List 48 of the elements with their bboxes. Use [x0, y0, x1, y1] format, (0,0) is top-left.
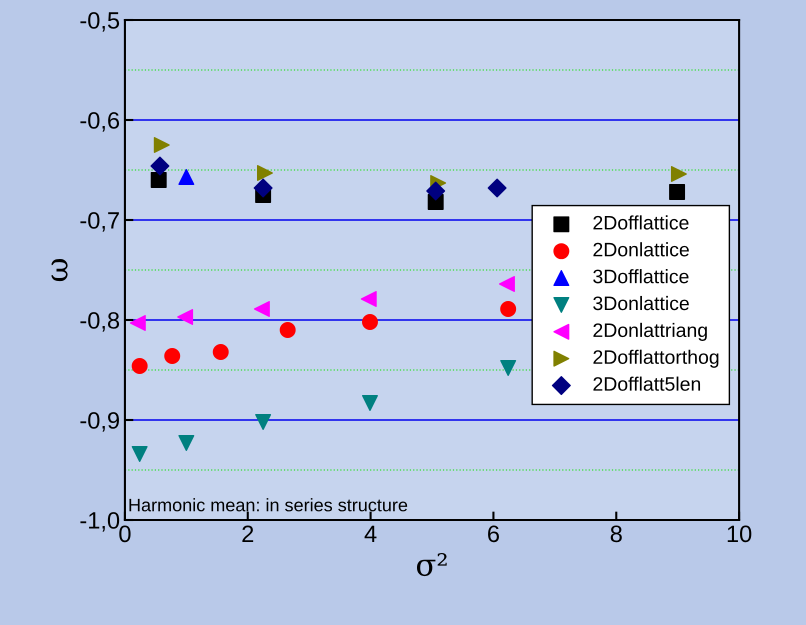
point — [500, 301, 516, 317]
point — [360, 291, 377, 307]
point — [362, 314, 378, 330]
point — [500, 360, 516, 376]
legend-label: 2Donlattriang — [593, 322, 707, 341]
point — [150, 156, 170, 176]
point — [254, 301, 270, 317]
y-axis-title: ω — [52, 259, 68, 282]
x-tick-label: 4 — [364, 526, 376, 542]
point — [280, 322, 296, 338]
legend-label: 3Donlattice — [593, 296, 689, 310]
point — [488, 178, 507, 198]
y-tick-label: -0,8 — [80, 312, 120, 332]
x-tick-label: 10 — [728, 525, 752, 542]
point — [256, 165, 273, 181]
point — [362, 395, 378, 411]
y-tick-label: -0,5 — [80, 12, 120, 32]
point — [130, 315, 146, 331]
x-tick-label: 6 — [488, 525, 499, 542]
y-tick-label: -0,9 — [80, 412, 119, 432]
point — [255, 414, 272, 430]
x-tick-label: 8 — [610, 525, 622, 542]
point — [669, 184, 686, 200]
legend-label: 2Dofflattice — [593, 215, 689, 230]
x-axis-title: σ² — [416, 552, 447, 576]
legend-label: 3Dofflattice — [593, 269, 689, 284]
annotation: Harmonic mean: in series structure — [129, 498, 408, 512]
y-tick-label: -0,6 — [80, 112, 120, 132]
point — [177, 309, 194, 325]
point — [164, 348, 180, 364]
point — [178, 435, 194, 451]
point — [670, 166, 687, 182]
point — [178, 169, 194, 185]
y-tick-label: -1,0 — [80, 512, 120, 532]
point — [132, 358, 148, 374]
legend-label: 2Dofflatt5len — [593, 376, 700, 391]
legend-label: 2Donlattice — [593, 242, 689, 256]
x-tick-label: 0 — [119, 525, 131, 542]
point — [498, 276, 515, 292]
point — [132, 446, 148, 462]
point — [426, 182, 446, 200]
point — [154, 137, 170, 153]
point — [212, 344, 229, 360]
point — [254, 178, 273, 198]
point — [150, 172, 167, 188]
x-tick-label: 2 — [242, 525, 254, 542]
legend-label: 2Dofflattorthog — [593, 350, 718, 368]
y-tick-label: -0,7 — [80, 212, 119, 232]
